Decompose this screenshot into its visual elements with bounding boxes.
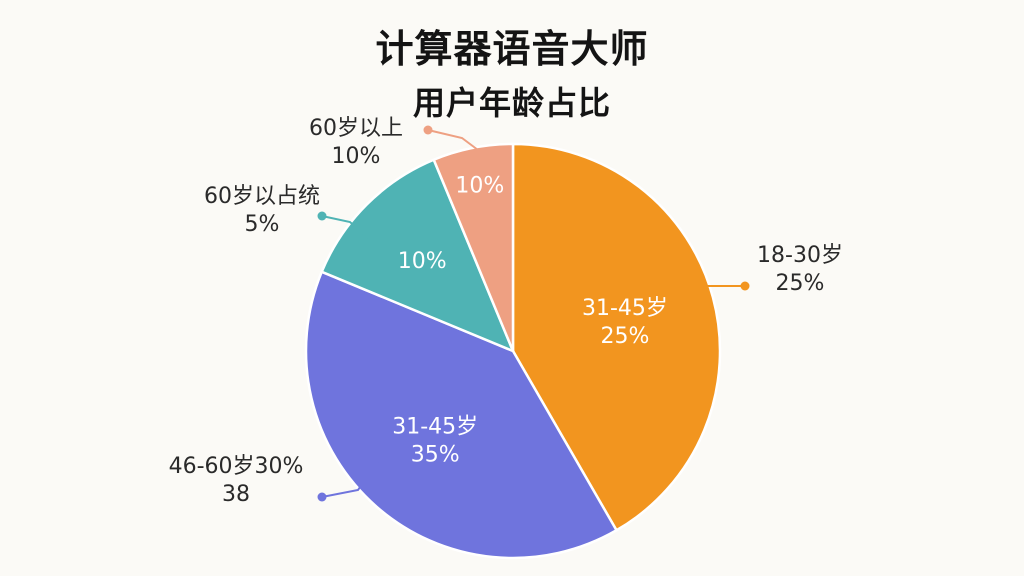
chart-title: 计算器语音大师 xyxy=(375,27,649,71)
slice-2-outer-label-2: 38 xyxy=(222,482,250,507)
slice-3-inner-label-1: 10% xyxy=(398,249,447,274)
pie-slice-2 xyxy=(304,270,619,560)
slice-4-leader-dot xyxy=(423,125,433,135)
chart-subtitle: 用户年龄占比 xyxy=(412,84,611,122)
slice-1-outer-label-2: 25% xyxy=(776,271,825,296)
pie-slice-3 xyxy=(320,158,516,354)
slice-1-outer-label-1: 18-30岁 xyxy=(757,243,843,268)
slice-1-leader-dot xyxy=(740,281,750,291)
slice-4-inner-label-1: 10% xyxy=(455,174,504,199)
slice-2-outer-label-1: 46-60岁30% xyxy=(169,454,304,479)
pie-slice-1 xyxy=(511,142,722,532)
slice-1-inner-label-2: 25% xyxy=(601,324,650,349)
slice-2-leader-dot xyxy=(317,492,327,502)
slice-2-inner-label-1: 31-45岁 xyxy=(392,415,478,440)
slice-3-outer-label-2: 5% xyxy=(245,212,280,237)
slice-2-inner-label-2: 35% xyxy=(411,443,460,468)
slice-3-leader-dot xyxy=(317,211,327,221)
slice-4-outer-label-2: 10% xyxy=(332,144,381,169)
slice-4-leader-line xyxy=(427,129,479,151)
slice-1-inner-label-1: 31-45岁 xyxy=(582,296,668,321)
slice-2-leader-line xyxy=(321,461,379,498)
slice-3-outer-label-1: 60岁以占统 xyxy=(204,184,320,209)
pie-slice-4 xyxy=(432,142,515,352)
slice-3-leader-line xyxy=(321,215,369,239)
slice-4-outer-label-1: 60岁以上 xyxy=(309,116,403,141)
